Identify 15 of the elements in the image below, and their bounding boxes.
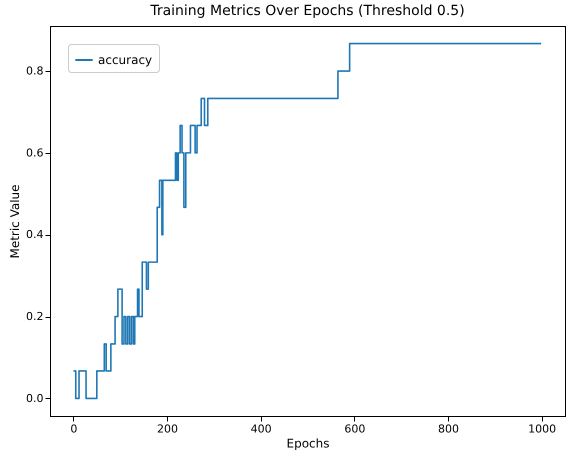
y-tick-label: 0.4 bbox=[26, 228, 44, 242]
y-tick-label: 0.0 bbox=[26, 392, 44, 405]
chart-title: Training Metrics Over Epochs (Threshold 0.5) bbox=[149, 3, 465, 19]
y-tick-label: 0.2 bbox=[26, 310, 44, 324]
y-axis-title: Metric Value bbox=[8, 184, 22, 259]
x-axis-title: Epochs bbox=[286, 436, 330, 450]
x-tick-label: 800 bbox=[438, 422, 459, 436]
x-tick-label: 200 bbox=[157, 422, 178, 436]
legend-label: accuracy bbox=[98, 53, 152, 67]
y-tick-label: 0.6 bbox=[26, 146, 44, 160]
x-tick-label: 600 bbox=[344, 422, 366, 436]
x-tick-label: 400 bbox=[250, 422, 272, 436]
x-tick-label: 1000 bbox=[528, 422, 556, 436]
x-tick-label: 0 bbox=[70, 422, 78, 436]
y-tick-label: 0.8 bbox=[26, 64, 44, 78]
